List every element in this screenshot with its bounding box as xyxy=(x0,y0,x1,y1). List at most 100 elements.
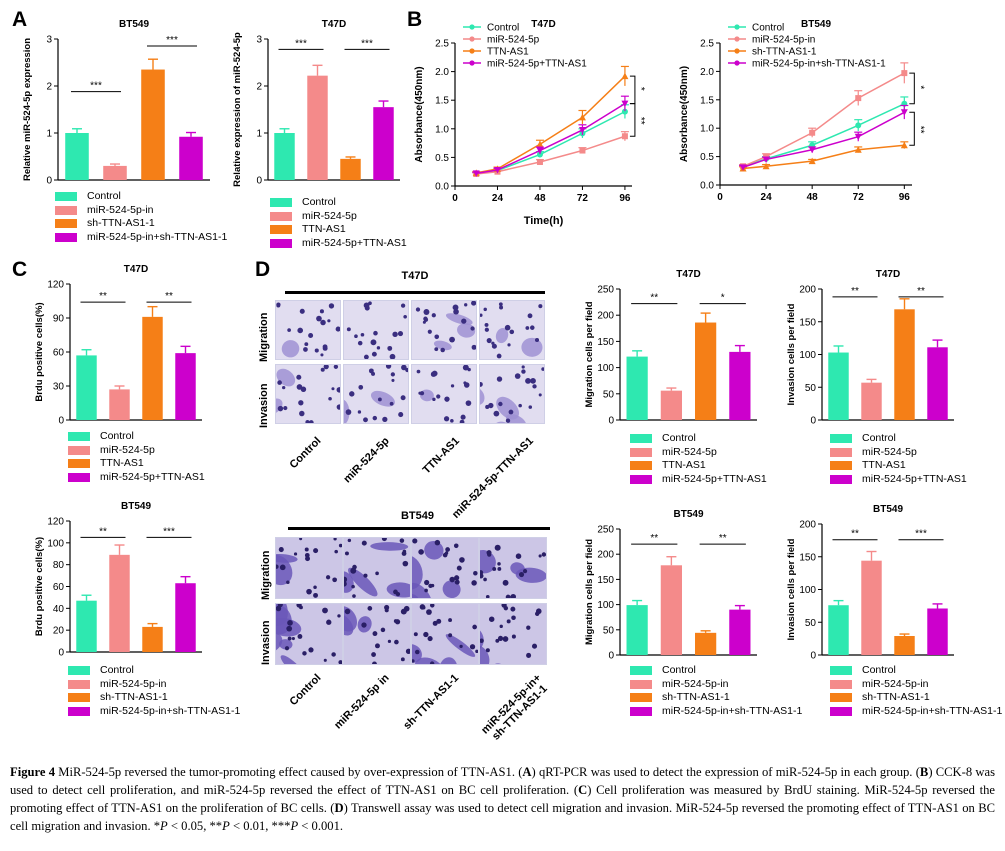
point xyxy=(855,122,862,129)
legend-swatch xyxy=(55,219,77,229)
bar-0 xyxy=(274,133,295,180)
y-tick-label: 200 xyxy=(799,520,816,531)
y-tick-label: 0.5 xyxy=(435,153,449,164)
chart-title: T47D xyxy=(322,19,346,30)
pore xyxy=(429,661,435,664)
pore xyxy=(532,384,537,389)
microscopy-image xyxy=(275,537,343,599)
pore xyxy=(491,341,495,345)
pore xyxy=(443,416,450,422)
pore xyxy=(414,649,420,655)
legend-item: miR-524-5p-in+sh-TTN-AS1-1 xyxy=(68,705,240,719)
legend-d-t47d-invasion: Control miR-524-5p TTN-AS1 miR-524-5p+TTN-A… xyxy=(830,432,967,486)
microscopy-image xyxy=(479,364,545,424)
pore xyxy=(485,648,490,653)
significance-label: ** xyxy=(917,286,925,297)
panel-letter-b: B xyxy=(407,8,423,31)
microscopy-svg xyxy=(412,365,476,423)
legend-marker xyxy=(734,36,740,42)
point xyxy=(579,147,586,154)
bar-0 xyxy=(828,605,849,655)
legend-a-bt549: Control miR-524-5p-in sh-TTN-AS1-1 miR-524-… xyxy=(55,190,227,244)
legend-label: TTN-AS1 xyxy=(862,459,906,471)
pore xyxy=(402,560,409,567)
pore xyxy=(518,403,522,408)
pore xyxy=(336,404,340,410)
cell xyxy=(480,386,485,405)
pore xyxy=(454,579,460,585)
pore xyxy=(434,539,441,546)
legend-d-bt549-invasion: Control miR-524-5p-in sh-TTN-AS1-1 miR-524-… xyxy=(830,664,1002,718)
caption-text: ) Transwell assay was used to detect cel… xyxy=(10,801,996,833)
y-axis-label: Absorbance(450nm) xyxy=(679,66,690,162)
bar-3 xyxy=(373,107,394,180)
legend-marker xyxy=(469,48,475,54)
pore xyxy=(535,611,540,617)
chart-title: T47D xyxy=(531,19,555,30)
y-tick-label: 1 xyxy=(46,129,52,140)
legend-item: miR-524-5p-in xyxy=(630,678,802,692)
caption-p: P xyxy=(160,819,168,833)
pore xyxy=(291,636,295,641)
pore xyxy=(319,309,324,314)
y-tick-label: 0 xyxy=(46,176,52,187)
x-tick-label: 48 xyxy=(534,193,546,204)
pore xyxy=(393,589,398,595)
legend-swatch xyxy=(270,238,292,248)
significance-label: *** xyxy=(163,526,175,537)
pore xyxy=(412,659,415,663)
legend-swatch xyxy=(830,461,852,471)
pore xyxy=(346,327,351,332)
cell xyxy=(495,327,509,344)
figure-caption: Figure 4 MiR-524-5p reversed the tumor-p… xyxy=(10,763,995,835)
point xyxy=(854,146,862,153)
legend-item: Control xyxy=(270,196,407,210)
pore xyxy=(384,608,389,613)
image-grid-title-bt549: BT549 xyxy=(400,510,435,522)
significance-label: *** xyxy=(166,35,178,46)
legend-label: miR-524-5p xyxy=(662,445,717,458)
pore xyxy=(497,635,504,642)
pore xyxy=(525,377,531,384)
caption-p: P xyxy=(290,819,299,833)
cell xyxy=(521,337,543,357)
cell xyxy=(276,633,283,654)
y-tick-label: 120 xyxy=(47,517,64,528)
pore xyxy=(431,313,436,318)
chart-svg: BT549 Brdu positive cells(%) 0 20 40 60 80 100 1… xyxy=(34,501,202,659)
pore xyxy=(331,387,335,391)
pore xyxy=(498,302,503,307)
legend-label: miR-524-5p+TTN-AS1 xyxy=(487,59,587,70)
pore xyxy=(541,367,544,371)
pore xyxy=(530,325,535,330)
y-tick-label: 150 xyxy=(597,337,614,348)
pore xyxy=(376,346,381,350)
pore xyxy=(400,395,406,401)
y-tick-label: 150 xyxy=(597,575,614,586)
pore xyxy=(509,329,515,335)
pore xyxy=(434,347,439,352)
pore xyxy=(480,313,483,317)
point xyxy=(739,164,747,171)
pore xyxy=(486,550,492,556)
legend-swatch xyxy=(68,666,90,676)
chart-svg: BT549 Relative miR-524-5p expression 0 1 2 3 *… xyxy=(22,19,210,187)
point xyxy=(855,95,862,102)
pore xyxy=(361,540,367,546)
pore xyxy=(506,619,511,624)
legend-item: miR-524-5p-in+sh-TTN-AS1-1 xyxy=(830,705,1002,719)
y-tick-label: 90 xyxy=(53,314,65,325)
bar-1 xyxy=(307,75,328,180)
legend-item: miR-524-5p+TTN-AS1 xyxy=(630,473,767,487)
panel-letter-c: C xyxy=(12,258,28,281)
pore xyxy=(314,348,319,353)
pore xyxy=(471,344,476,350)
chart-b-t47d: T47D Absorbance(450nm) Time(h) 0.0 0.5 1.0 1.5… xyxy=(410,15,660,230)
significance-label: ** xyxy=(99,526,107,537)
pore xyxy=(344,551,349,556)
y-tick-label: 0.0 xyxy=(700,181,714,192)
pore xyxy=(399,538,405,543)
y-axis-label: Relative miR-524-5p expression xyxy=(22,38,33,181)
y-tick-label: 2.5 xyxy=(435,39,449,50)
significance-label: ** xyxy=(650,293,658,304)
